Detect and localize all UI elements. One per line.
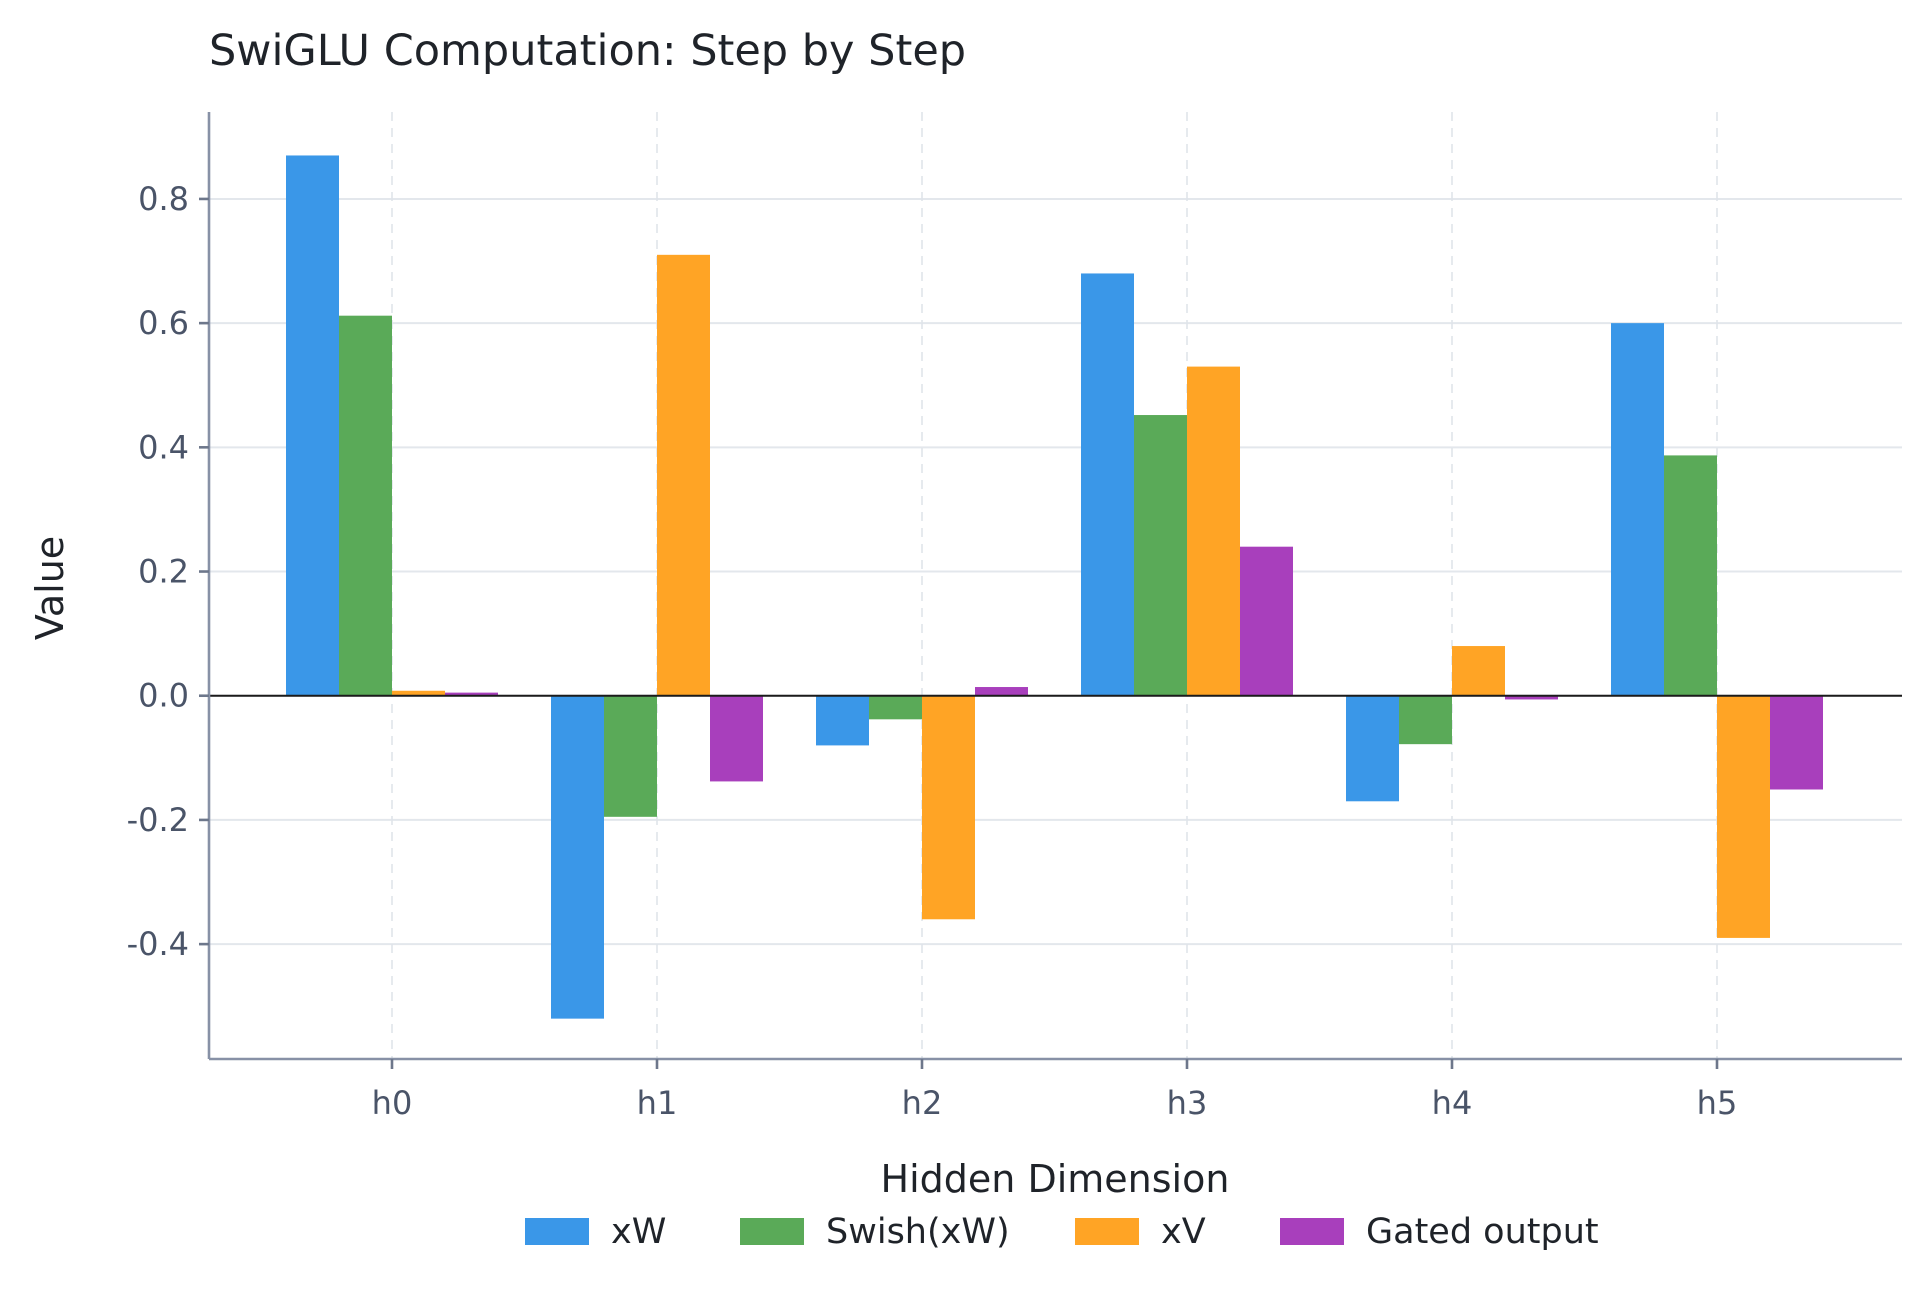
y-tick-label: -0.4	[127, 925, 189, 963]
bar-xv-h0	[392, 690, 445, 696]
y-tick-label: 0.8	[138, 180, 189, 218]
bar-xv-h2	[922, 695, 975, 920]
x-tick-label-h2: h2	[902, 1084, 943, 1122]
bar-swish-xw--h0	[339, 315, 392, 696]
axes	[207, 112, 1902, 1061]
bar-gated-output-h1	[710, 695, 763, 782]
y-tick-label: 0.6	[138, 304, 189, 342]
bar-xw-h3	[1081, 273, 1134, 696]
bar-xv-h5	[1717, 695, 1770, 938]
bar-xw-h2	[816, 695, 869, 746]
bar-xw-h0	[286, 155, 339, 696]
legend-label-0: xW	[611, 1212, 666, 1252]
bar-gated-output-h0	[445, 692, 498, 696]
x-tick-label-h5: h5	[1697, 1084, 1738, 1122]
bar-swish-xw--h1	[604, 695, 657, 817]
bar-xw-h1	[551, 695, 604, 1019]
legend-label-1: Swish(xW)	[826, 1212, 1010, 1252]
x-axis-label: Hidden Dimension	[881, 1157, 1230, 1201]
legend-swatch-3	[1280, 1218, 1344, 1245]
bar-swish-xw--h5	[1664, 455, 1717, 696]
y-tick-label: 0.0	[138, 677, 189, 715]
bar-gated-output-h3	[1240, 546, 1293, 696]
bar-gated-output-h2	[975, 687, 1028, 696]
bar-swish-xw--h3	[1134, 415, 1187, 696]
legend-swatch-2	[1075, 1218, 1139, 1245]
bar-xw-h5	[1611, 323, 1664, 696]
bars	[286, 155, 1823, 1019]
legend-swatch-1	[740, 1218, 804, 1245]
bar-xv-h4	[1452, 646, 1505, 696]
chart-title: SwiGLU Computation: Step by Step	[209, 26, 966, 76]
y-axis-label: Value	[28, 536, 72, 640]
x-tick-label-h4: h4	[1432, 1084, 1473, 1122]
bar-gated-output-h5	[1770, 695, 1823, 790]
x-tick-label-h0: h0	[372, 1084, 413, 1122]
legend: xW Swish(xW) xV Gated output	[525, 1212, 1599, 1252]
y-tick-label: -0.2	[127, 801, 189, 839]
bar-xw-h4	[1346, 695, 1399, 802]
bar-xv-h3	[1187, 366, 1240, 696]
bar-swish-xw--h4	[1399, 695, 1452, 745]
legend-swatch-0	[525, 1218, 589, 1245]
x-tick-label-h1: h1	[637, 1084, 678, 1122]
legend-label-2: xV	[1161, 1212, 1206, 1252]
bar-gated-output-h4	[1505, 695, 1558, 700]
y-tick-label: 0.2	[138, 553, 189, 591]
bar-swish-xw--h2	[869, 695, 922, 720]
legend-label-3: Gated output	[1366, 1212, 1599, 1252]
x-tick-label-h3: h3	[1167, 1084, 1208, 1122]
bar-xv-h1	[657, 254, 710, 696]
ticks: -0.4 -0.2 0.0 0.2 0.4 0.6 0.8 h0 h1 h2 h3 h4 h5	[127, 180, 1738, 1122]
y-tick-label: 0.4	[138, 428, 189, 466]
